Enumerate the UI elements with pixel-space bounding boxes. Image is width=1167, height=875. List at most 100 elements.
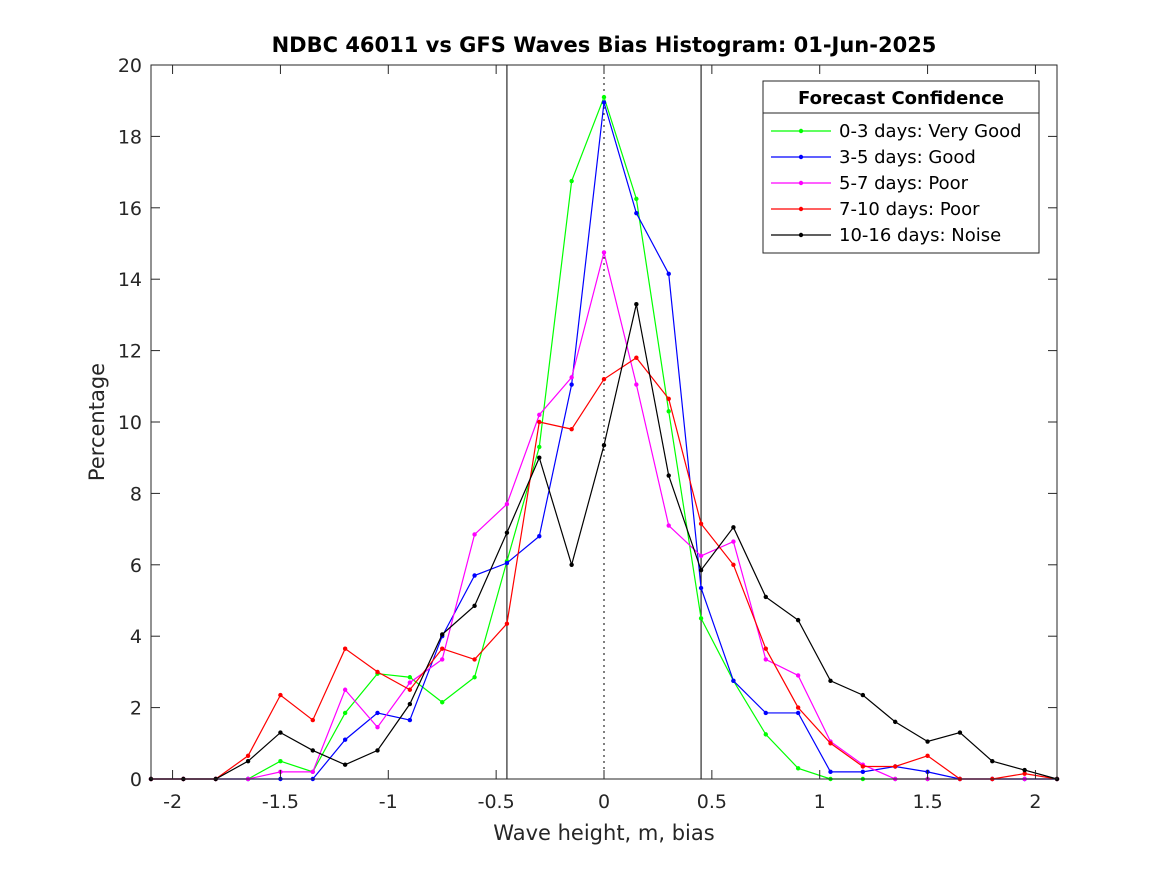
data-point [634, 301, 639, 307]
data-point [278, 692, 283, 698]
legend-swatch-marker [798, 206, 804, 212]
data-point [666, 473, 671, 478]
data-point [537, 412, 542, 418]
data-point [893, 719, 898, 725]
data-point [795, 710, 801, 716]
data-point [634, 196, 639, 202]
y-tick-label: 2 [130, 698, 142, 720]
data-point [828, 741, 833, 746]
data-point [278, 730, 283, 735]
x-tick-label: 0 [598, 791, 610, 813]
legend-swatch-marker [798, 128, 804, 134]
data-point [698, 616, 704, 621]
data-point [440, 632, 445, 637]
legend-item: 5-7 days: Poor [771, 173, 969, 194]
data-point [666, 523, 671, 528]
data-point [245, 758, 251, 764]
data-point [634, 382, 639, 387]
y-tick-label: 20 [118, 55, 142, 77]
x-axis-label: Wave height, m, bias [493, 821, 714, 845]
x-tick-label: 1.5 [912, 791, 942, 813]
data-point [472, 532, 477, 537]
data-point [245, 753, 251, 758]
data-point [342, 687, 348, 692]
data-point [795, 766, 801, 771]
legend-box [762, 80, 1040, 254]
data-point [666, 396, 671, 401]
data-point [504, 530, 510, 535]
legend: Forecast Confidence 0-3 days: Very Good 3-… [762, 80, 1040, 254]
data-point [407, 680, 413, 685]
data-point [698, 553, 704, 559]
y-axis-label: Percentage [85, 363, 109, 481]
data-point [407, 675, 413, 680]
data-point [537, 419, 542, 425]
data-point [375, 710, 380, 716]
data-point [569, 375, 574, 380]
data-point [601, 94, 607, 100]
data-point [990, 758, 995, 764]
x-tick-label: 0.5 [697, 791, 727, 813]
x-tick-label: -1 [379, 791, 398, 813]
data-point [601, 376, 607, 382]
data-point [893, 764, 898, 769]
data-point [957, 730, 963, 735]
data-point [666, 271, 671, 277]
data-point [342, 737, 348, 742]
y-tick-label: 8 [130, 483, 142, 505]
data-point [569, 562, 574, 567]
data-point [472, 573, 477, 578]
legend-item: 7-10 days: Poor [771, 199, 980, 220]
y-tick-label: 10 [118, 412, 142, 434]
data-point [1022, 767, 1027, 773]
legend-label: 0-3 days: Very Good [839, 121, 1022, 142]
data-point [666, 409, 671, 414]
data-point [504, 560, 510, 566]
x-axis: -2 -1.5 -1 -0.5 0 0.5 1 1.5 2 [163, 65, 1041, 813]
data-point [569, 178, 574, 184]
data-point [537, 444, 542, 450]
data-point [925, 739, 930, 744]
data-point [698, 521, 704, 526]
data-point [601, 100, 607, 105]
data-point [828, 769, 833, 775]
data-point [763, 646, 768, 651]
data-point [698, 585, 704, 591]
data-point [731, 562, 736, 567]
x-tick-label: 2 [1029, 791, 1041, 813]
y-tick-label: 0 [130, 769, 142, 791]
legend-label: 7-10 days: Poor [839, 199, 980, 220]
legend-label: 10-16 days: Noise [839, 225, 1001, 246]
y-tick-label: 14 [118, 269, 142, 291]
y-axis: 0 2 4 6 8 10 12 14 16 18 20 [118, 55, 1057, 791]
legend-swatch-marker [798, 154, 804, 160]
x-tick-label: -2 [163, 791, 182, 813]
data-point [504, 501, 510, 507]
x-tick-label: -1.5 [262, 791, 299, 813]
data-point [795, 705, 801, 710]
legend-label: 5-7 days: Poor [839, 173, 969, 194]
data-point [472, 657, 477, 662]
legend-label: 3-5 days: Good [839, 147, 976, 168]
data-point [763, 594, 768, 600]
y-tick-label: 6 [130, 555, 142, 577]
data-point [1022, 771, 1027, 776]
data-point [342, 762, 348, 767]
legend-item: 0-3 days: Very Good [771, 121, 1022, 142]
x-tick-label: -0.5 [478, 791, 515, 813]
legend-item: 3-5 days: Good [771, 147, 976, 168]
data-point [634, 355, 639, 360]
data-point [342, 646, 348, 651]
data-point [860, 764, 866, 769]
data-point [537, 455, 542, 460]
data-point [375, 669, 380, 675]
data-point [440, 646, 445, 651]
data-point [537, 534, 542, 539]
series-4 [148, 301, 1060, 782]
data-point [375, 725, 380, 730]
data-point [310, 717, 315, 723]
data-point [601, 250, 607, 255]
data-point [310, 748, 315, 753]
data-point [569, 382, 574, 387]
data-point [440, 657, 445, 662]
